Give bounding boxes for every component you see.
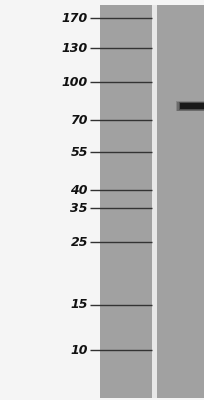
Text: 170: 170: [62, 12, 88, 24]
Bar: [180, 103, 204, 109]
Bar: [100, 5, 152, 398]
Bar: [152, 5, 157, 398]
Text: 15: 15: [71, 298, 88, 312]
Text: 100: 100: [62, 76, 88, 88]
Text: 35: 35: [71, 202, 88, 214]
Bar: [157, 5, 204, 398]
Bar: [178, 102, 204, 110]
Text: 130: 130: [62, 42, 88, 54]
Text: 55: 55: [71, 146, 88, 158]
Text: 10: 10: [71, 344, 88, 356]
Bar: [175, 101, 204, 111]
Bar: [177, 102, 204, 110]
Text: 25: 25: [71, 236, 88, 248]
Text: 70: 70: [71, 114, 88, 126]
Text: 40: 40: [71, 184, 88, 196]
